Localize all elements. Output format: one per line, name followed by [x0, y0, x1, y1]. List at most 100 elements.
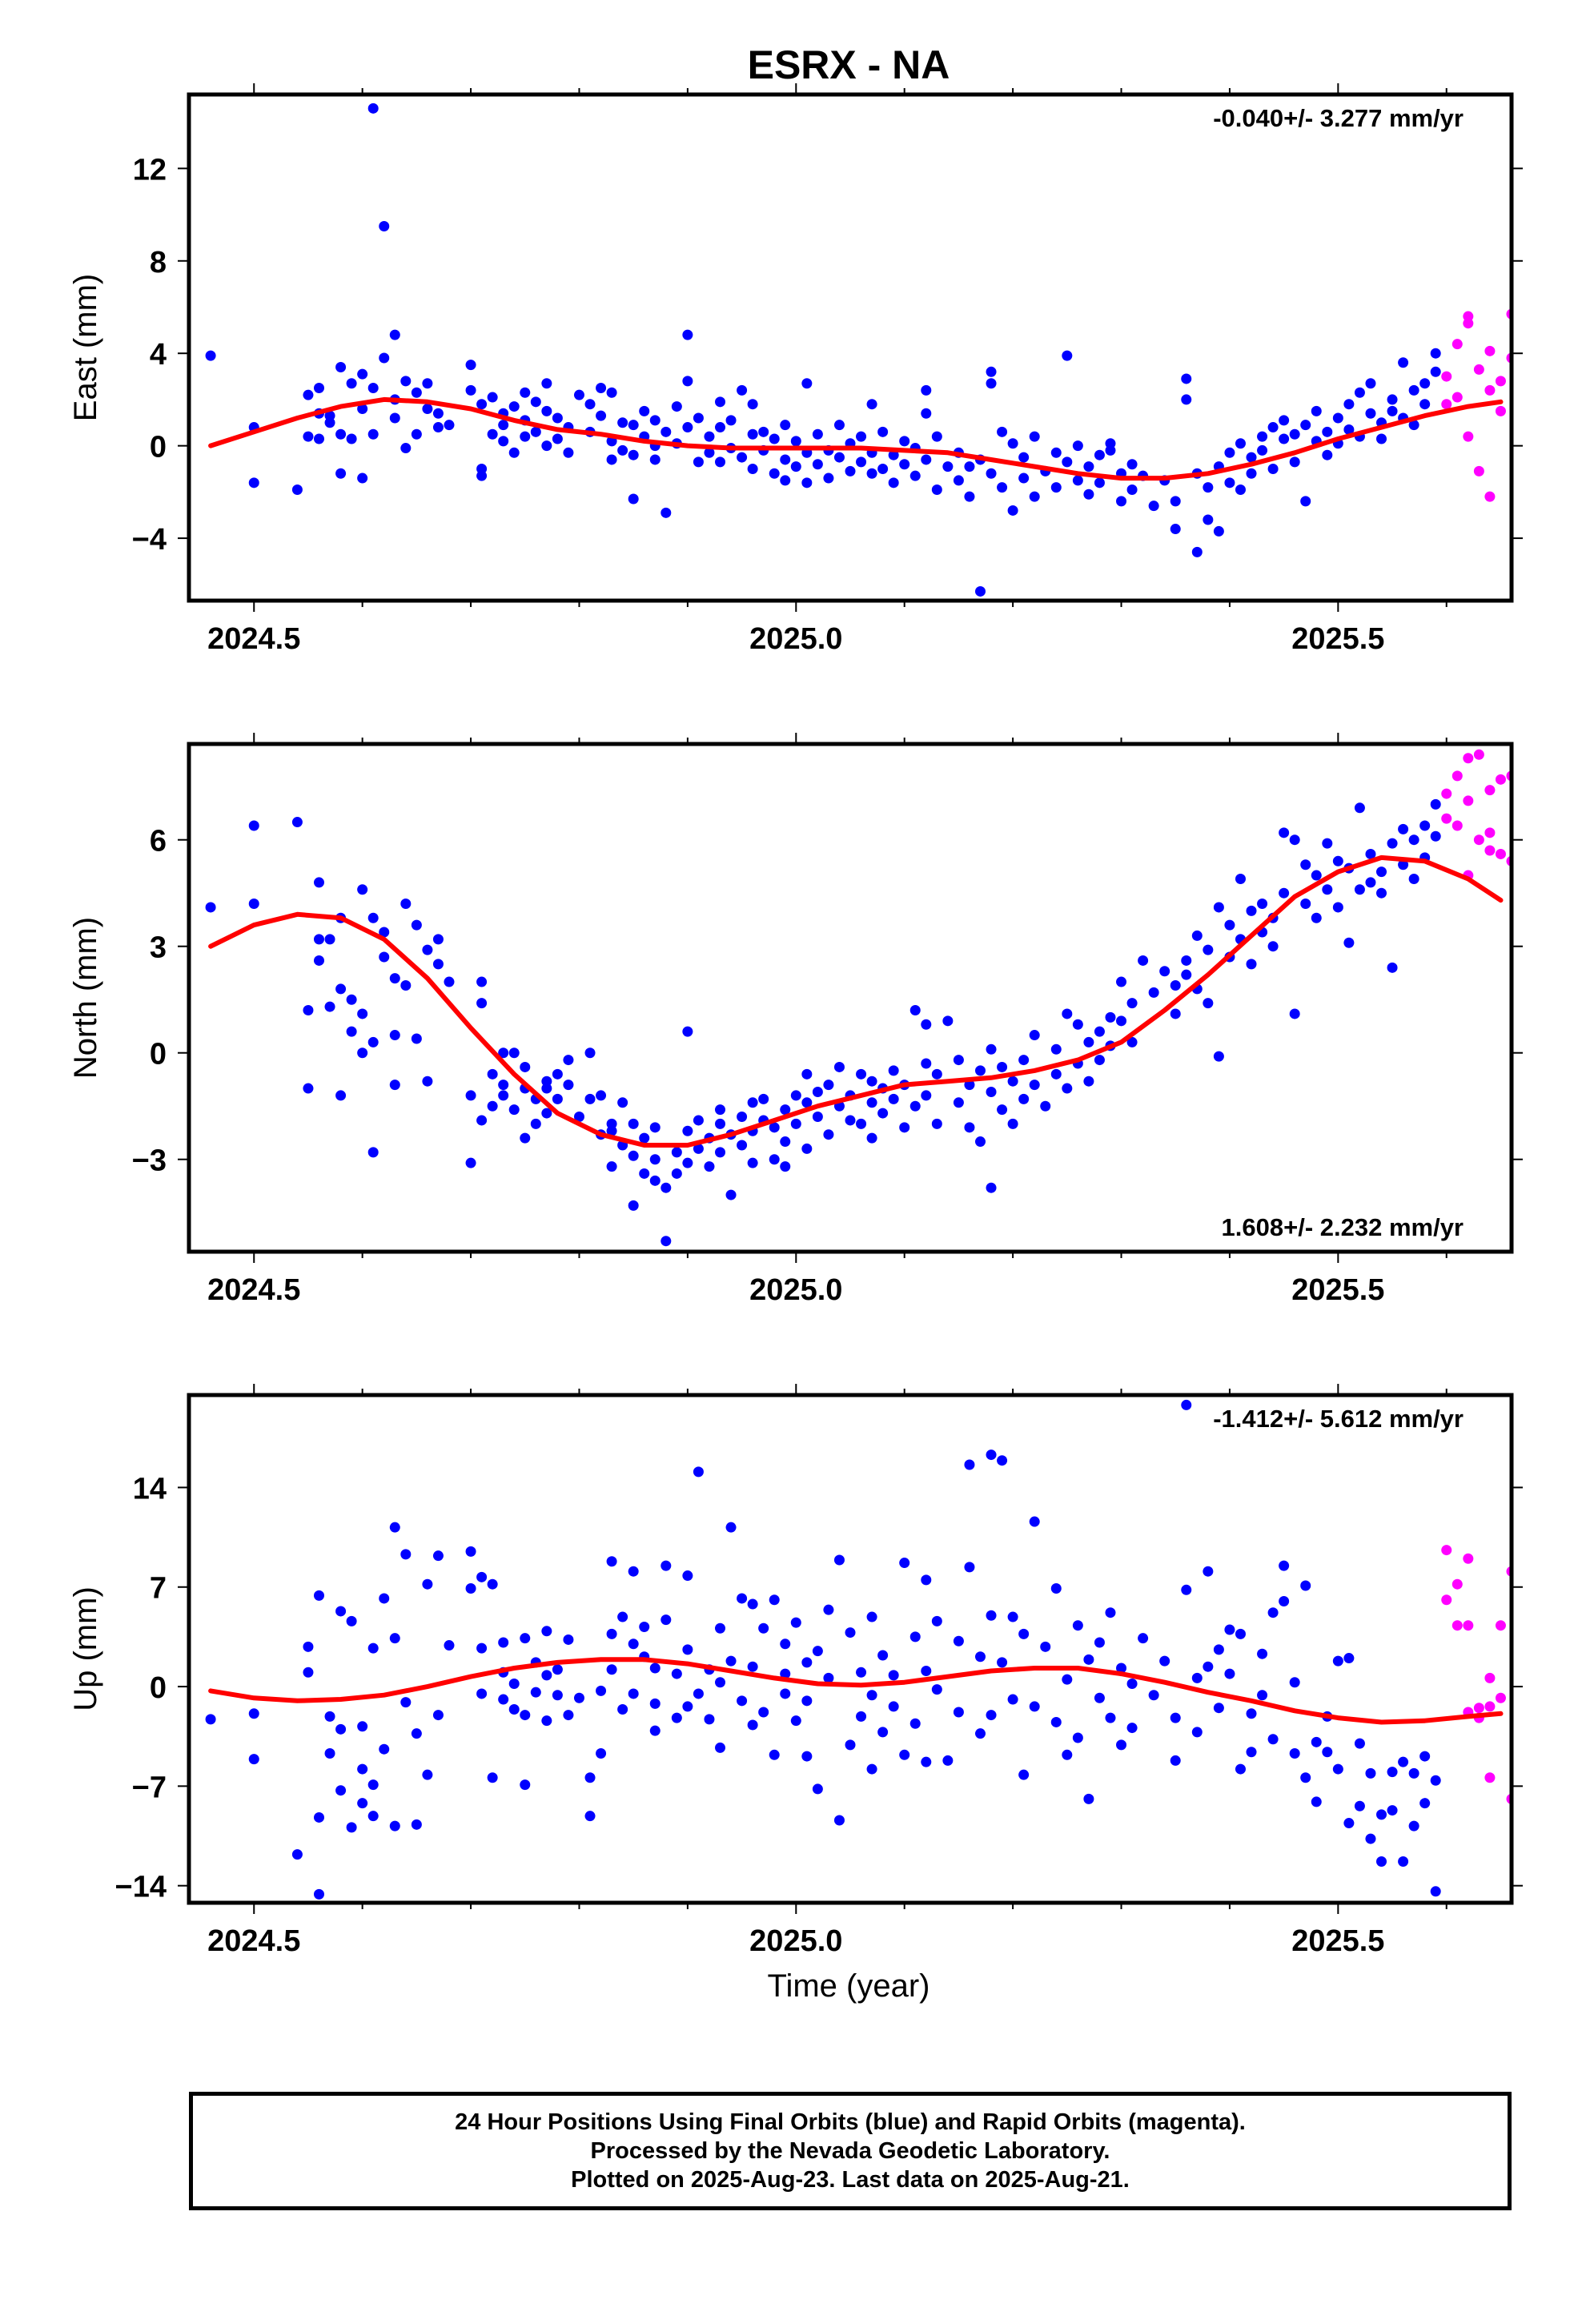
final-orbit-point — [1018, 1769, 1030, 1780]
final-orbit-point — [389, 329, 400, 340]
final-orbit-point — [974, 585, 986, 597]
final-orbit-point — [379, 1593, 390, 1604]
final-orbit-point — [737, 452, 748, 463]
rapid-orbit-point — [1495, 376, 1506, 387]
final-orbit-point — [649, 1663, 661, 1674]
final-orbit-point — [1203, 482, 1214, 493]
final-orbit-point — [357, 1763, 368, 1775]
final-orbit-point — [1062, 1749, 1073, 1760]
final-orbit-point — [313, 955, 324, 966]
final-orbit-point — [1332, 855, 1343, 866]
final-orbit-point — [682, 376, 693, 387]
final-orbit-point — [411, 1033, 422, 1044]
rapid-orbit-point — [1452, 770, 1463, 782]
final-orbit-point — [606, 1556, 617, 1567]
rapid-orbit-point — [1495, 1692, 1506, 1703]
final-orbit-point — [693, 1143, 704, 1154]
final-orbit-point — [693, 1466, 704, 1478]
final-orbit-point — [313, 383, 324, 394]
final-orbit-point — [1213, 902, 1224, 913]
final-orbit-point — [1408, 420, 1419, 431]
final-orbit-point — [1191, 1672, 1203, 1683]
final-orbit-point — [1387, 838, 1398, 849]
final-orbit-point — [964, 461, 975, 472]
final-orbit-point — [856, 1118, 867, 1129]
final-orbit-point — [1419, 820, 1431, 831]
final-orbit-point — [596, 383, 607, 394]
final-orbit-point — [1050, 1068, 1062, 1080]
final-orbit-point — [1267, 464, 1279, 475]
final-orbit-point — [909, 1100, 921, 1112]
final-orbit-point — [715, 1742, 726, 1753]
final-orbit-point — [606, 1118, 617, 1129]
final-orbit-point — [1029, 491, 1040, 502]
final-orbit-point — [1050, 1716, 1062, 1727]
final-orbit-point — [866, 1690, 877, 1701]
rate-annotation: -0.040+/- 3.277 mm/yr — [1213, 104, 1464, 132]
fit-curve — [208, 854, 1504, 1148]
final-orbit-point — [1311, 1736, 1322, 1747]
y-tick-label: 0 — [150, 1038, 167, 1072]
final-orbit-point — [1343, 1653, 1355, 1664]
final-orbit-point — [1279, 827, 1290, 838]
final-orbit-point — [432, 422, 444, 433]
final-orbit-point — [769, 1154, 780, 1165]
final-orbit-point — [856, 431, 867, 442]
final-orbit-point — [1062, 1674, 1073, 1685]
final-orbit-point — [400, 1549, 412, 1560]
panel-east: −4 0 4 8 12 2024.5 2025.0 2025.5 East (mm) -0.040… — [68, 83, 1523, 656]
final-orbit-point — [1289, 1677, 1300, 1688]
final-orbit-point — [303, 431, 314, 442]
final-orbit-point — [563, 1055, 574, 1066]
final-orbit-point — [520, 1710, 531, 1721]
final-orbit-point — [1062, 1083, 1073, 1094]
final-orbit-point — [1050, 447, 1062, 458]
final-orbit-point — [1083, 489, 1094, 500]
rapid-orbit-point — [1441, 399, 1452, 410]
final-orbit-point — [1387, 1805, 1398, 1816]
final-orbit-point — [1072, 1620, 1083, 1631]
final-orbit-point — [357, 1721, 368, 1732]
final-orbit-point — [335, 1606, 347, 1617]
final-orbit-point — [1387, 394, 1398, 405]
final-orbit-point — [1181, 1399, 1192, 1410]
final-orbit-point — [1094, 1637, 1105, 1648]
final-orbit-point — [899, 1122, 910, 1133]
final-orbit-point — [1376, 887, 1387, 899]
y-tick-label: 14 — [133, 1472, 167, 1506]
final-orbit-point — [856, 1068, 867, 1080]
final-orbit-point — [953, 1055, 964, 1066]
final-orbit-point — [877, 464, 889, 475]
final-orbit-point — [1213, 1644, 1224, 1655]
final-orbit-point — [682, 329, 693, 340]
final-orbit-point — [986, 1710, 997, 1721]
final-orbit-point — [346, 433, 357, 444]
final-orbit-point — [931, 1615, 942, 1626]
rapid-orbit-point — [1463, 1553, 1474, 1564]
plot-area — [205, 749, 1512, 1247]
y-tick-label: 12 — [133, 153, 167, 187]
y-tick-label: −3 — [132, 1144, 167, 1178]
final-orbit-point — [747, 464, 758, 475]
final-orbit-point — [1300, 1772, 1311, 1783]
final-orbit-point — [313, 1811, 324, 1823]
final-orbit-point — [909, 1631, 921, 1642]
final-orbit-point — [769, 1594, 780, 1606]
panel-up: −14 −7 0 7 14 2024.5 2025.0 2025.5 Up (mm) -1.412… — [68, 1384, 1523, 1958]
final-orbit-point — [1062, 456, 1073, 468]
final-orbit-point — [833, 452, 845, 463]
final-orbit-point — [552, 433, 563, 444]
final-orbit-point — [628, 1638, 639, 1650]
final-orbit-point — [986, 1043, 997, 1055]
final-orbit-point — [291, 817, 303, 828]
final-orbit-point — [1050, 1043, 1062, 1055]
final-orbit-point — [335, 1090, 347, 1101]
final-orbit-point — [1170, 496, 1181, 507]
final-orbit-point — [476, 998, 488, 1009]
final-orbit-point — [921, 1019, 932, 1030]
y-tick-label: 7 — [150, 1572, 167, 1606]
final-orbit-point — [682, 1157, 693, 1168]
final-orbit-point — [541, 378, 552, 389]
final-orbit-point — [379, 951, 390, 963]
final-orbit-point — [953, 1707, 964, 1718]
